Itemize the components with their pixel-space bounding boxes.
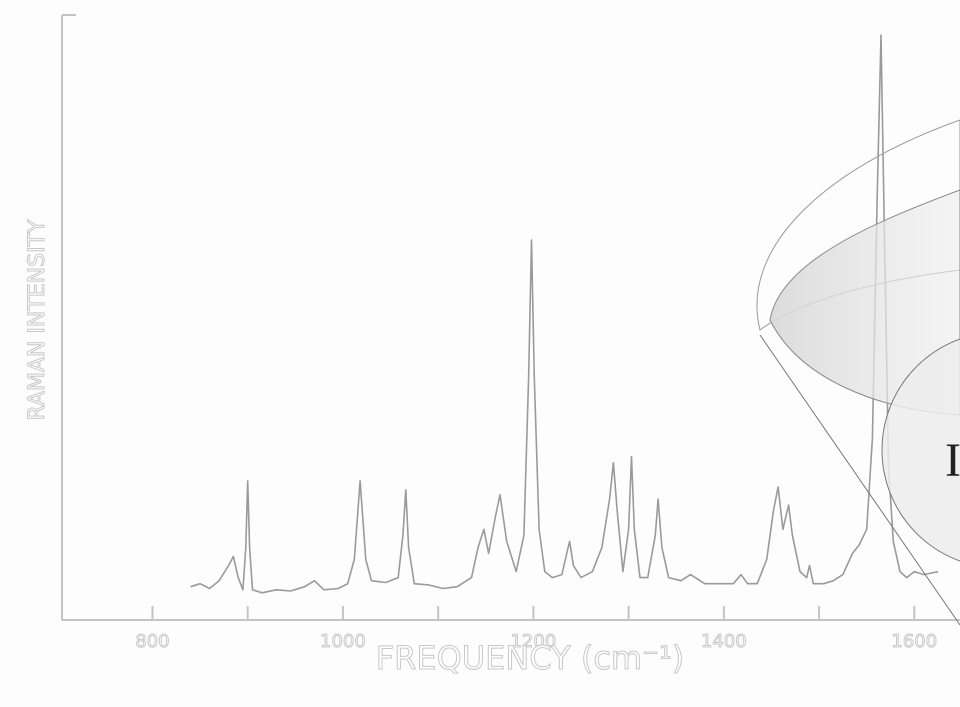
annotation: I [945,434,960,487]
x-axis-label: FREQUENCY (cm⁻¹) [376,639,685,677]
y-axis-label: RAMAN INTENSITY [25,219,50,421]
x-tick-label: 1600 [891,631,937,652]
x-tick-label: 1000 [320,631,366,652]
x-tick-label: 800 [135,631,169,652]
overlay-shapes: I [757,120,960,625]
chart: 8001000120014001600 I FREQUENCY (cm⁻¹) R… [0,0,960,707]
x-tick-label: 1400 [701,631,747,652]
